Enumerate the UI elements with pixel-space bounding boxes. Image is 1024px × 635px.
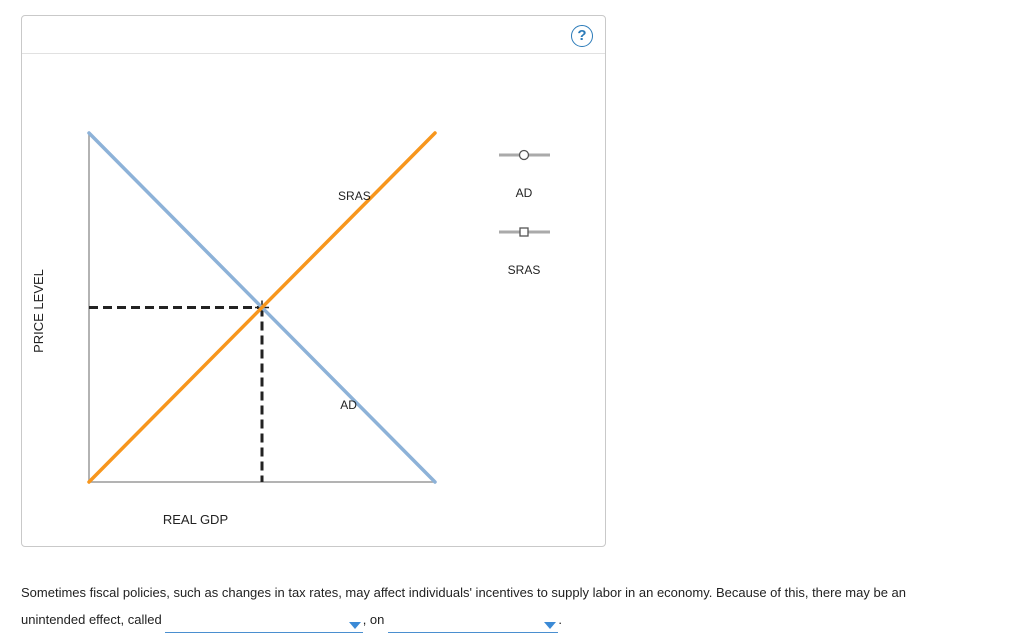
effect-dropdown[interactable] xyxy=(164,614,363,633)
ad-curve-label: AD xyxy=(340,398,357,412)
ad-sras-chart[interactable]: SRAS AD REAL GDP PRICE LEVEL AD SRAS xyxy=(22,16,607,548)
square-marker-icon xyxy=(519,227,529,237)
question-text: Sometimes fiscal policies, such as chang… xyxy=(21,579,1016,633)
question-text-mid: , on xyxy=(362,612,385,627)
panel-header xyxy=(22,16,605,54)
y-axis-title: PRICE LEVEL xyxy=(31,269,46,353)
sras-curve[interactable] xyxy=(87,131,437,484)
chevron-down-icon xyxy=(544,622,557,629)
curves[interactable] xyxy=(87,131,437,484)
curve-labels: SRAS AD xyxy=(338,189,371,412)
question-text-end: . xyxy=(558,612,563,627)
chevron-down-icon xyxy=(348,622,361,629)
circle-marker-icon xyxy=(518,149,530,161)
palette-tool-ad[interactable]: AD xyxy=(499,149,550,201)
x-axis-title: REAL GDP xyxy=(163,512,228,527)
target-dropdown[interactable] xyxy=(388,614,559,633)
question-line-1: Sometimes fiscal policies, such as chang… xyxy=(21,585,907,600)
question-line-2: unintended effect, called , on. xyxy=(21,606,1016,633)
palette-tool-sras[interactable]: SRAS xyxy=(499,227,550,277)
sras-curve-label: SRAS xyxy=(338,189,371,203)
graph-panel: ? SRAS AD REAL GDP PRICE LEVEL AD SRAS xyxy=(21,15,606,547)
palette-tool-label: AD xyxy=(516,186,533,200)
help-button[interactable]: ? xyxy=(571,25,593,47)
tool-palette[interactable]: AD SRAS xyxy=(499,149,550,278)
question-text-start: unintended effect, called xyxy=(21,612,162,627)
palette-tool-label: SRAS xyxy=(508,263,541,277)
